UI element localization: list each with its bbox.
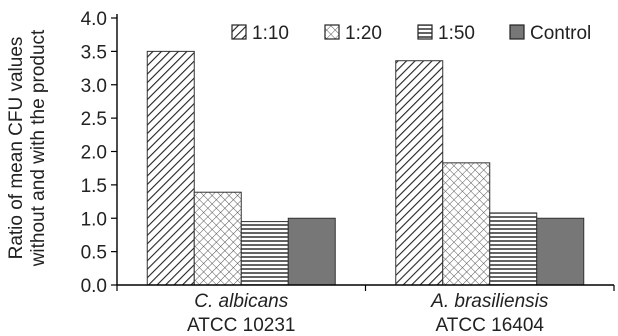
category-strain: ATCC 10231 xyxy=(187,315,295,336)
legend-label: 1:20 xyxy=(345,23,382,44)
legend-swatch-1-50 xyxy=(417,24,433,40)
category-name: C. albicans xyxy=(194,291,288,312)
y-tick-label: 4.0 xyxy=(81,9,107,30)
legend-swatch-1-20 xyxy=(324,24,340,40)
legend: 1:10 1:20 1:50 Control xyxy=(231,23,591,44)
bar-1-20-1 xyxy=(193,191,242,286)
bar-1-10-2 xyxy=(395,60,444,286)
y-tick-label: 3.5 xyxy=(81,42,107,63)
category-name: A. brasiliensis xyxy=(430,291,549,312)
y-tick-label: 1.0 xyxy=(81,209,107,230)
x-axis-categories: C. albicans ATCC 10231 A. brasiliensis ATCC… xyxy=(187,291,549,336)
bars xyxy=(146,50,585,286)
legend-swatch-control xyxy=(509,24,525,40)
y-axis-label: Ratio of mean CFU values without and wit… xyxy=(6,29,49,267)
legend-label: 1:50 xyxy=(438,23,475,44)
y-tick-label: 2.5 xyxy=(81,109,107,130)
bar-1-10-1 xyxy=(146,50,195,286)
legend-label: Control xyxy=(530,23,591,44)
legend-label: 1:10 xyxy=(252,23,289,44)
y-axis-ticks: 0.0 0.5 1.0 1.5 2.0 2.5 3.0 3.5 4.0 xyxy=(81,9,117,297)
axes xyxy=(116,14,615,291)
y-tick-label: 2.0 xyxy=(81,143,107,164)
y-tick-label: 0.0 xyxy=(81,276,107,297)
legend-swatch-1-10 xyxy=(231,24,247,40)
category-strain: ATCC 16404 xyxy=(436,315,545,336)
bar-control-2 xyxy=(536,217,585,286)
bar-1-20-2 xyxy=(442,162,491,286)
y-tick-label: 0.5 xyxy=(81,243,107,264)
y-axis-label-line-2: without and with the product xyxy=(28,29,49,267)
bar-1-50-1 xyxy=(240,221,289,286)
y-axis-label-line-1: Ratio of mean CFU values xyxy=(6,37,27,260)
y-tick-label: 3.0 xyxy=(81,76,107,97)
bar-1-50-2 xyxy=(489,212,538,286)
y-tick-label: 1.5 xyxy=(81,176,107,197)
bar-control-1 xyxy=(287,217,336,286)
